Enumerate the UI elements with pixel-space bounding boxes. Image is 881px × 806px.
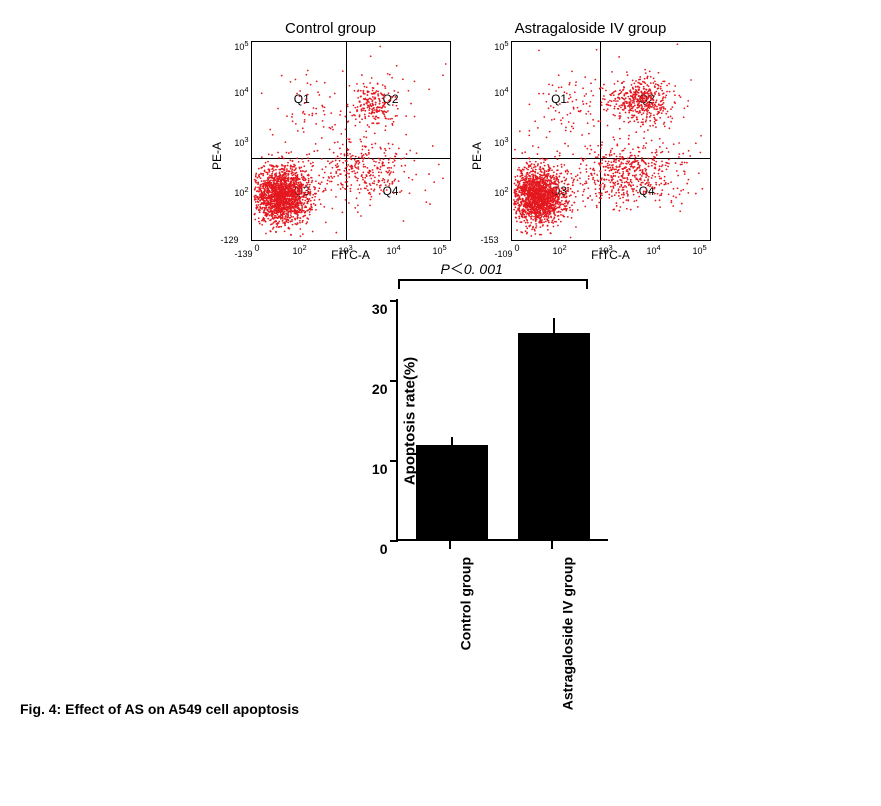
bar-chart-block: P＜0. 001 Apoptosis rate(%) 0102030 Contr… <box>276 301 606 541</box>
x-tick: 0 <box>255 243 260 253</box>
bar-chart: Apoptosis rate(%) 0102030 Control groupA… <box>346 301 606 541</box>
x-ticks: 0 102 103 104 105 <box>511 241 711 261</box>
error-bar <box>553 318 555 332</box>
x-tick: 105 <box>693 243 707 256</box>
bar-0 <box>416 445 488 539</box>
scatter-points <box>512 42 710 240</box>
y-tick: 104 <box>494 85 508 98</box>
y-tick: 104 <box>234 85 248 98</box>
scatter-panel-1: Astragaloside IV groupPE-A102103104105Q1… <box>471 20 711 271</box>
scatter-panel-0: Control groupPE-A102103104105Q1Q2Q3Q4FIT… <box>211 20 451 271</box>
y-tick: 102 <box>234 185 248 198</box>
y-ticks: 102 103 104 105 <box>483 41 511 241</box>
bar-x-tickmark <box>449 541 451 549</box>
bar-x-labels: Control groupAstragaloside IV group <box>396 551 606 701</box>
bar-y-tick: 30 <box>372 301 388 317</box>
scatter-points <box>252 42 450 240</box>
x-tick: 104 <box>387 243 401 256</box>
bar-x-label: Astragaloside IV group <box>560 557 576 710</box>
bar-y-tick: 10 <box>372 461 388 477</box>
x-tick: 104 <box>647 243 661 256</box>
x-tick: 102 <box>293 243 307 256</box>
x-tick: 103 <box>599 243 613 256</box>
scatter-panel-title: Control group <box>285 20 376 37</box>
bar-y-tick: 20 <box>372 381 388 397</box>
x-tick: 103 <box>339 243 353 256</box>
bar-y-ticks: 0102030 <box>366 301 396 541</box>
error-bar <box>451 437 453 445</box>
y-origin-value: -153 <box>481 235 499 245</box>
bar-x-label: Control group <box>458 557 474 650</box>
y-ticks: 102 103 104 105 <box>223 41 251 241</box>
x-origin-value: -109 <box>495 249 513 259</box>
x-tick: 102 <box>553 243 567 256</box>
scatter-plot: Q1Q2Q3Q4FITC-A <box>251 41 451 241</box>
y-tick: 103 <box>234 135 248 148</box>
y-tick: 103 <box>494 135 508 148</box>
y-tick: 105 <box>234 39 248 52</box>
bar-plot-area <box>396 299 608 541</box>
scatter-area: PE-A102103104105Q1Q2Q3Q4FITC-A0102103104… <box>471 41 711 271</box>
p-value-bracket <box>398 279 588 301</box>
y-axis-label: PE-A <box>210 142 224 170</box>
x-tick: 105 <box>433 243 447 256</box>
y-tick: 105 <box>494 39 508 52</box>
y-tick: 102 <box>494 185 508 198</box>
scatter-area: PE-A102103104105Q1Q2Q3Q4FITC-A0102103104… <box>211 41 451 271</box>
y-axis-label: PE-A <box>470 142 484 170</box>
x-origin-value: -139 <box>235 249 253 259</box>
x-tick: 0 <box>515 243 520 253</box>
scatter-panel-title: Astragaloside IV group <box>515 20 667 37</box>
bar-y-tick: 0 <box>380 541 388 557</box>
figure-wrap: Control groupPE-A102103104105Q1Q2Q3Q4FIT… <box>20 20 861 717</box>
bar-1 <box>518 333 590 539</box>
scatter-plot: Q1Q2Q3Q4FITC-A <box>511 41 711 241</box>
p-value-text: P＜0. 001 <box>441 259 503 279</box>
x-ticks: 0 102 103 104 105 <box>251 241 451 261</box>
bar-x-tickmark <box>551 541 553 549</box>
y-origin-value: -129 <box>221 235 239 245</box>
scatter-row: Control groupPE-A102103104105Q1Q2Q3Q4FIT… <box>211 20 711 271</box>
figure-caption: Fig. 4: Effect of AS on A549 cell apopto… <box>20 701 299 717</box>
